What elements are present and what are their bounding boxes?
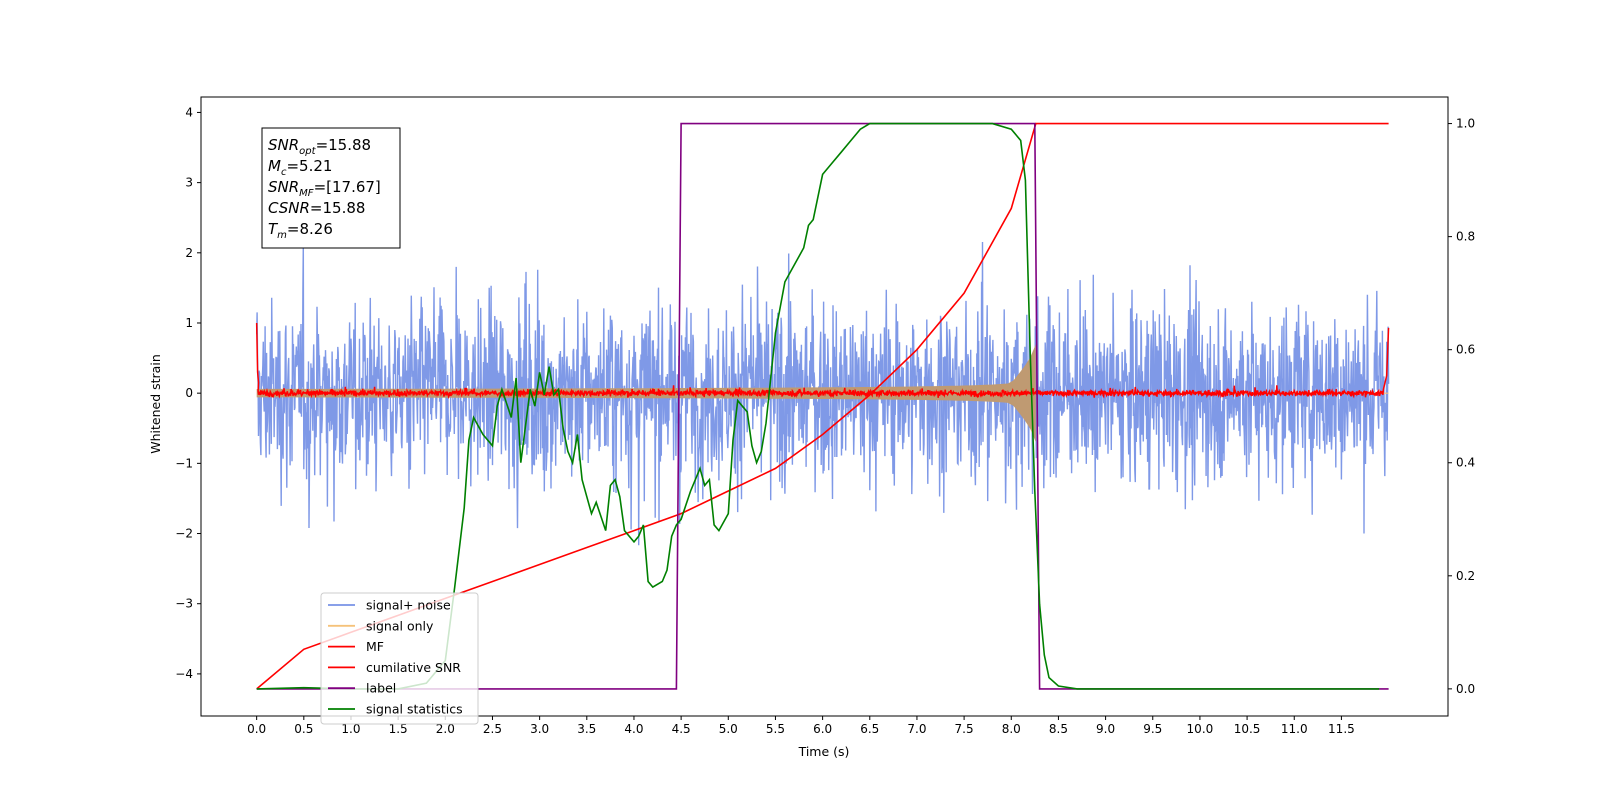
- stats-textbox-frame: [261, 127, 401, 249]
- legend-label: signal statistics: [366, 702, 463, 717]
- x-tick-label: 3.5: [577, 722, 596, 736]
- y-tick-label: 2: [185, 246, 193, 260]
- legend-label: cumilative SNR: [366, 660, 461, 675]
- y-tick-label: 1: [185, 316, 193, 330]
- series-mf: [255, 322, 1390, 400]
- y-tick-label: −4: [175, 667, 193, 681]
- y2-tick-label: 0.4: [1456, 456, 1475, 470]
- y-tick-label: 3: [185, 176, 193, 190]
- legend-label: signal+ noise: [366, 598, 451, 613]
- x-tick-label: 1.0: [341, 722, 360, 736]
- x-tick-label: 11.5: [1328, 722, 1355, 736]
- legend-frame: [320, 592, 479, 725]
- x-tick-label: 2.0: [436, 722, 455, 736]
- x-tick-label: 11.0: [1281, 722, 1308, 736]
- plot-area: [255, 122, 1390, 690]
- x-tick-label: 9.0: [1096, 722, 1115, 736]
- x-tick-label: 6.5: [860, 722, 879, 736]
- y-tick-label: −1: [175, 456, 193, 470]
- y2-tick-label: 1.0: [1456, 117, 1475, 131]
- x-tick-label: 5.5: [766, 722, 785, 736]
- y2-tick-label: 0.0: [1456, 682, 1475, 696]
- x-tick-label: 6.0: [813, 722, 832, 736]
- x-tick-label: 10.0: [1187, 722, 1214, 736]
- y2-tick-label: 0.6: [1456, 343, 1475, 357]
- legend-label: label: [366, 681, 396, 696]
- x-axis-label: Time (s): [798, 744, 850, 759]
- x-tick-label: 8.5: [1049, 722, 1068, 736]
- legend-label: MF: [366, 639, 384, 654]
- stats-line: Mc=5.21: [268, 157, 332, 178]
- stats-textbox: SNRopt=15.88Mc=5.21SNRMF=[17.67]CSNR=15.…: [261, 127, 401, 249]
- stats-line: CSNR=15.88: [268, 199, 365, 217]
- axes: 0.0 0.5 1.0 1.5 2.0 2.5 3.0 3.5 4.0 4.5 5.0 5.5 6.0 6…: [175, 96, 1475, 736]
- stats-line: SNRopt=15.88: [268, 136, 371, 157]
- x-tick-label: 2.5: [483, 722, 502, 736]
- x-tick-label: 1.5: [389, 722, 408, 736]
- x-tick-label: 5.0: [719, 722, 738, 736]
- legend: signal+ noise signal only MF cumilative SNR…: [320, 592, 479, 725]
- y2-tick-label: 0.8: [1456, 230, 1475, 244]
- x-tick-label: 4.0: [624, 722, 643, 736]
- y2-tick-label: 0.2: [1456, 569, 1475, 583]
- x-tick-label: 9.5: [1143, 722, 1162, 736]
- x-tick-label: 0.0: [247, 722, 266, 736]
- x-tick-label: 0.5: [294, 722, 313, 736]
- y-axis-label: Whitened strain: [148, 354, 163, 453]
- series-signal-noise: [256, 241, 1390, 546]
- x-tick-label: 10.5: [1234, 722, 1261, 736]
- x-tick-label: 3.0: [530, 722, 549, 736]
- stats-line: SNRMF=[17.67]: [268, 178, 381, 199]
- plot-frame: [200, 96, 1449, 717]
- x-tick-label: 7.5: [955, 722, 974, 736]
- x-tick-label: 7.0: [907, 722, 926, 736]
- stats-line: Tm=8.26: [268, 220, 333, 241]
- series-group: [255, 122, 1390, 690]
- y-tick-label: −3: [175, 597, 193, 611]
- legend-label: signal only: [366, 618, 434, 633]
- x-tick-label: 4.5: [672, 722, 691, 736]
- y-tick-label: −2: [175, 527, 193, 541]
- y-tick-label: 0: [185, 386, 193, 400]
- y-tick-label: 4: [185, 105, 193, 119]
- series-signal-statistics: [256, 122, 1380, 690]
- x-tick-label: 8.0: [1002, 722, 1021, 736]
